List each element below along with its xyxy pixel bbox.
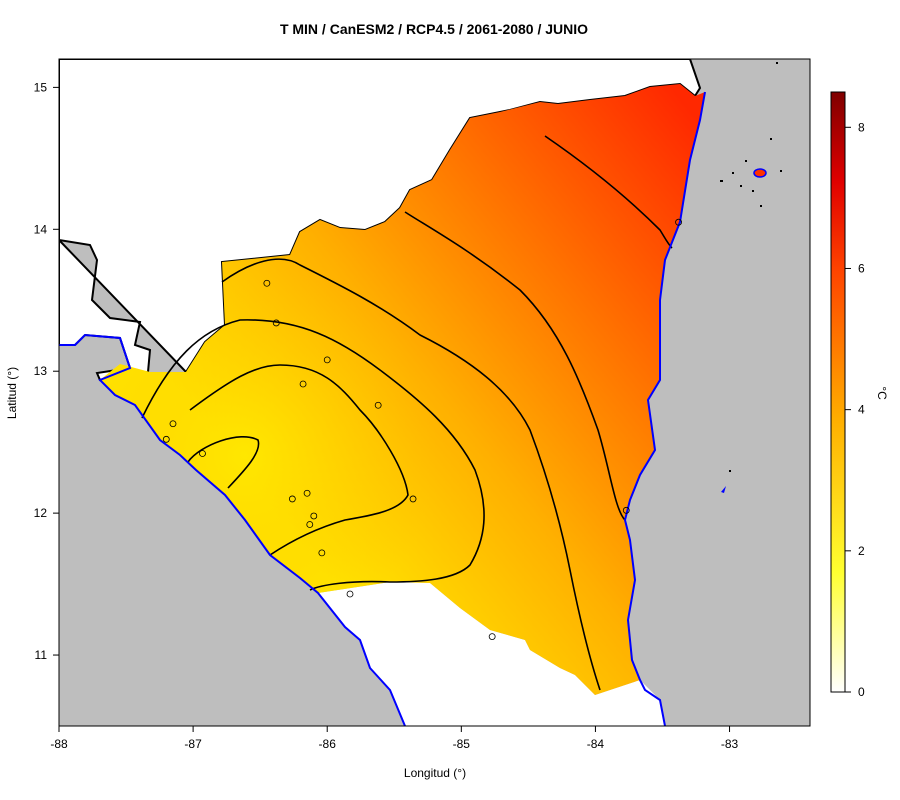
y-tick-label: 15 — [34, 80, 48, 94]
x-tick-label: -86 — [319, 737, 337, 751]
y-tick-label: 11 — [35, 648, 48, 662]
x-tick-label: -87 — [184, 737, 202, 751]
station-marker — [199, 450, 206, 457]
station-marker — [488, 633, 496, 640]
colorbar-tick-label: 0 — [858, 685, 865, 699]
colorbar-unit-label: °C — [875, 386, 889, 400]
x-tick-label: -83 — [721, 737, 739, 751]
y-tick-label: 13 — [34, 364, 48, 378]
station-marker — [310, 512, 318, 520]
station-marker — [169, 420, 177, 428]
y-tick-label: 14 — [34, 222, 48, 236]
station-marker — [303, 489, 311, 497]
y-tick-label: 12 — [34, 506, 48, 520]
plot-frame — [58, 58, 811, 727]
station-marker — [288, 495, 296, 503]
x-axis: -88 -87 -86 -85 -84 -83 — [50, 726, 739, 751]
y-axis: 11 12 13 14 15 — [34, 80, 59, 662]
colorbar: 0 2 4 6 8 — [830, 91, 865, 699]
x-tick-label: -84 — [587, 737, 605, 751]
station-marker — [306, 521, 314, 528]
colorbar-tick-label: 2 — [858, 544, 865, 558]
station-marker — [162, 435, 170, 443]
colorbar-tick-label: 4 — [858, 403, 865, 417]
x-axis-label: Longitud (°) — [403, 766, 467, 780]
x-tick-label: -85 — [453, 737, 471, 751]
coastline — [59, 91, 706, 726]
station-marker — [263, 279, 271, 287]
x-tick-label: -88 — [50, 737, 68, 751]
colorbar-tick-label: 6 — [858, 261, 865, 275]
south-neighbor-land — [318, 582, 665, 726]
station-marker — [318, 549, 326, 557]
station-marker — [675, 218, 682, 226]
y-axis-label: Latitud (°) — [5, 366, 19, 420]
station-marker — [323, 356, 331, 364]
station-marker — [346, 590, 354, 598]
station-markers — [162, 218, 682, 640]
station-marker — [299, 380, 307, 388]
contour-lines — [141, 135, 673, 691]
station-marker — [409, 495, 417, 503]
hotspot-overlay — [100, 84, 705, 695]
islands — [720, 62, 782, 493]
map-title: T MIN / CanESM2 / RCP4.5 / 2061-2080 / J… — [279, 21, 589, 37]
station-marker — [622, 506, 630, 514]
colorbar-tick-label: 8 — [858, 120, 865, 134]
station-marker — [272, 319, 280, 327]
colorbar-scale — [830, 91, 846, 693]
station-marker — [374, 401, 382, 409]
